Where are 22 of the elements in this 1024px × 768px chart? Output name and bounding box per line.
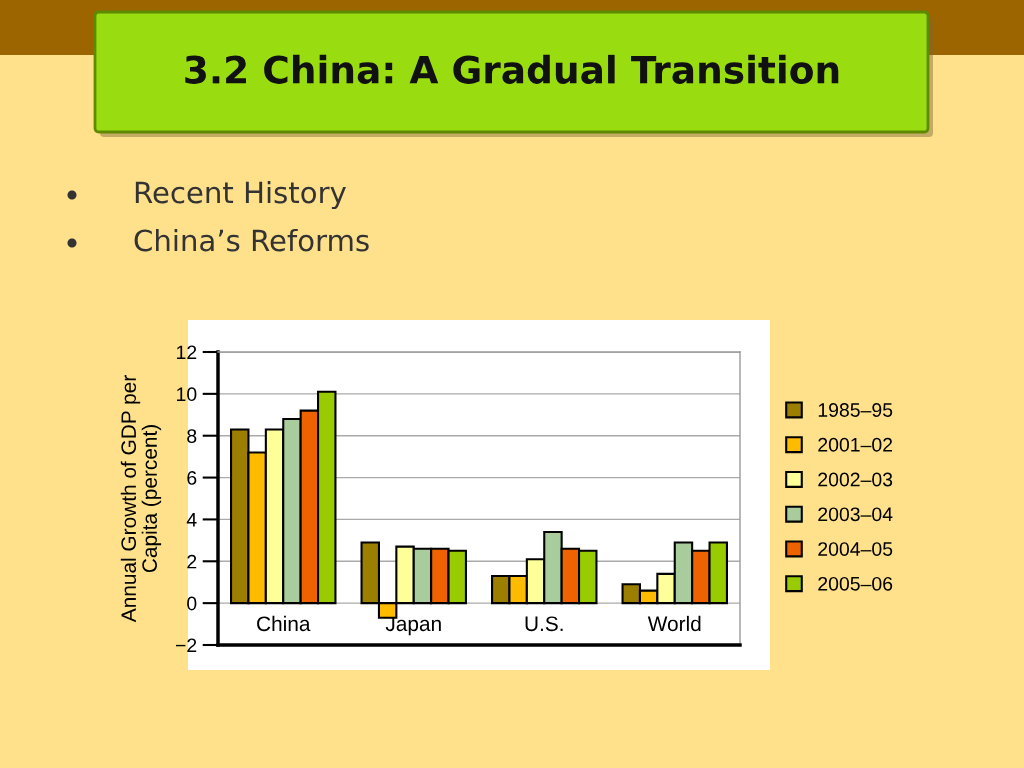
y-tick-label: 2 xyxy=(187,554,197,569)
y-tick-label: −2 xyxy=(175,638,197,653)
x-tick-label: World xyxy=(647,615,701,632)
y-tick-label: 12 xyxy=(177,345,197,360)
legend-label: 1985–95 xyxy=(818,403,893,417)
text: China’s Reforms xyxy=(134,228,369,252)
legend-label: 2001–02 xyxy=(818,437,893,452)
y-tick-label: 8 xyxy=(187,429,197,443)
chart-title: 3.2 China: A Gradual Transition xyxy=(185,54,839,84)
legend-label: 2003–04 xyxy=(818,507,893,522)
y-tick-label: 10 xyxy=(177,387,197,402)
x-tick-label: China xyxy=(257,615,311,632)
legend-label: 2005–06 xyxy=(818,576,893,591)
y-axis-title: Annual Growth of GDP per Capita (percent) xyxy=(120,375,162,623)
legend-label: 2002–03 xyxy=(818,472,893,487)
x-tick-label: Japan xyxy=(385,616,441,636)
text: Recent History xyxy=(135,180,346,210)
x-tick-label: U.S. xyxy=(525,616,563,632)
y-tick-label: 4 xyxy=(186,513,197,527)
y-tick-label: 0 xyxy=(187,596,197,611)
legend-label: 2004–05 xyxy=(818,542,893,556)
y-tick-label: 6 xyxy=(187,471,197,485)
